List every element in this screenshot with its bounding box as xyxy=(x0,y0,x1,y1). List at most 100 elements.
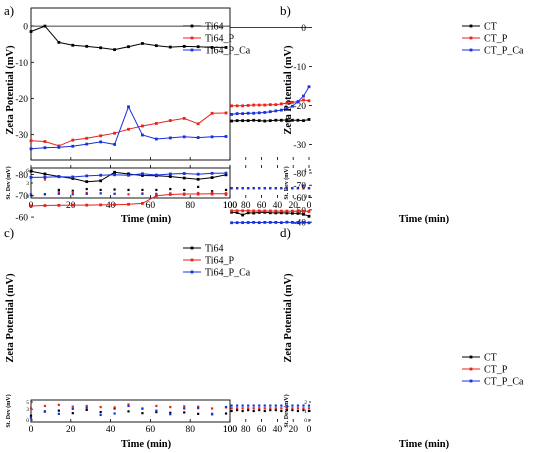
data-point xyxy=(274,103,278,107)
data-point xyxy=(141,172,144,176)
legend-label: Ti64_P_Ca xyxy=(205,268,251,279)
x-tick-label: 40 xyxy=(273,425,283,435)
stdev-point xyxy=(85,187,88,191)
data-point xyxy=(302,98,305,102)
stdev-point xyxy=(263,187,266,190)
y-tick-label: -20 xyxy=(15,95,28,105)
data-point xyxy=(274,221,278,224)
stdev-point xyxy=(57,188,60,192)
series-ti64-p-ca xyxy=(29,105,228,196)
stdev-point xyxy=(302,407,305,410)
data-point xyxy=(241,119,245,123)
stdev-point xyxy=(241,409,244,413)
data-point xyxy=(210,171,214,175)
data-point xyxy=(210,135,214,139)
data-point xyxy=(43,204,47,207)
data-point xyxy=(71,175,75,179)
data-point xyxy=(210,192,214,196)
data-point xyxy=(57,145,61,149)
stdev-point xyxy=(197,405,200,408)
data-point xyxy=(127,105,130,109)
data-point xyxy=(296,118,300,122)
data-point xyxy=(285,209,289,213)
data-point xyxy=(257,211,261,214)
stdev-point xyxy=(113,412,116,415)
legend-label: CT xyxy=(484,22,497,33)
x-tick-label: 80 xyxy=(241,425,251,435)
stdev-point xyxy=(57,192,60,195)
stdev-point xyxy=(296,409,300,413)
y-tick-label: -10 xyxy=(15,59,28,69)
data-point xyxy=(235,221,239,225)
data-point xyxy=(291,209,294,213)
data-point xyxy=(252,118,256,122)
data-point xyxy=(296,221,300,224)
stdev-point xyxy=(307,187,311,190)
stdev-point xyxy=(230,404,233,407)
data-point xyxy=(307,99,311,103)
stdev-point xyxy=(252,407,255,410)
data-point xyxy=(307,221,311,225)
data-point xyxy=(154,173,158,177)
x-tick-label: 60 xyxy=(257,201,267,211)
data-point xyxy=(241,209,245,213)
legend-marker xyxy=(469,24,473,28)
stdev-point xyxy=(141,188,144,192)
stdev-point xyxy=(197,412,200,415)
data-point xyxy=(168,119,172,122)
x-tick-label: 20 xyxy=(66,425,76,435)
stdev-point xyxy=(57,412,60,415)
data-point xyxy=(43,24,47,28)
stdev-point xyxy=(296,404,300,407)
data-point xyxy=(307,85,311,89)
data-point xyxy=(230,104,233,108)
stdev-point xyxy=(291,407,294,410)
data-point xyxy=(291,211,294,215)
data-point xyxy=(168,175,172,178)
data-point xyxy=(268,110,272,114)
data-point xyxy=(99,140,103,144)
stdev-point xyxy=(307,404,311,407)
data-point xyxy=(302,209,305,213)
data-point xyxy=(210,46,214,49)
legend-marker xyxy=(469,367,473,371)
data-point xyxy=(224,46,228,49)
stdev-point xyxy=(296,407,300,410)
stdev-axis-label: St. Dev (mV) xyxy=(5,394,12,427)
stdev-point xyxy=(247,404,250,407)
data-point xyxy=(252,221,256,224)
sd-y-tick-label: 3 xyxy=(26,407,29,413)
stdev-point xyxy=(43,404,47,408)
data-point xyxy=(241,213,245,217)
data-point xyxy=(302,221,305,224)
stdev-point xyxy=(127,403,130,406)
legend-marker xyxy=(469,355,473,359)
stdev-point xyxy=(141,412,144,415)
y-tick-label: -40 xyxy=(293,219,306,229)
data-point xyxy=(99,134,103,138)
stdev-point xyxy=(236,407,239,410)
data-point xyxy=(224,192,228,196)
stdev-point xyxy=(57,191,60,194)
stdev-point xyxy=(241,404,244,407)
data-point xyxy=(285,101,289,105)
sd-y-tick-label: 0 xyxy=(26,194,29,200)
data-point xyxy=(154,137,158,141)
stdev-point xyxy=(155,193,158,196)
data-point xyxy=(71,138,75,142)
stdev-point xyxy=(169,413,172,416)
data-point xyxy=(257,103,261,107)
data-point xyxy=(210,111,214,115)
stdev-point xyxy=(296,187,300,190)
stdev-point xyxy=(258,409,261,412)
stdev-point xyxy=(274,187,277,190)
x-tick-label: 0 xyxy=(307,201,312,211)
sd-y-tick-label: 2 xyxy=(304,400,307,406)
legend-marker xyxy=(469,48,473,52)
sd-y-tick-label: 5 xyxy=(26,400,29,406)
data-point xyxy=(113,170,116,174)
panel-label: a) xyxy=(4,3,14,18)
